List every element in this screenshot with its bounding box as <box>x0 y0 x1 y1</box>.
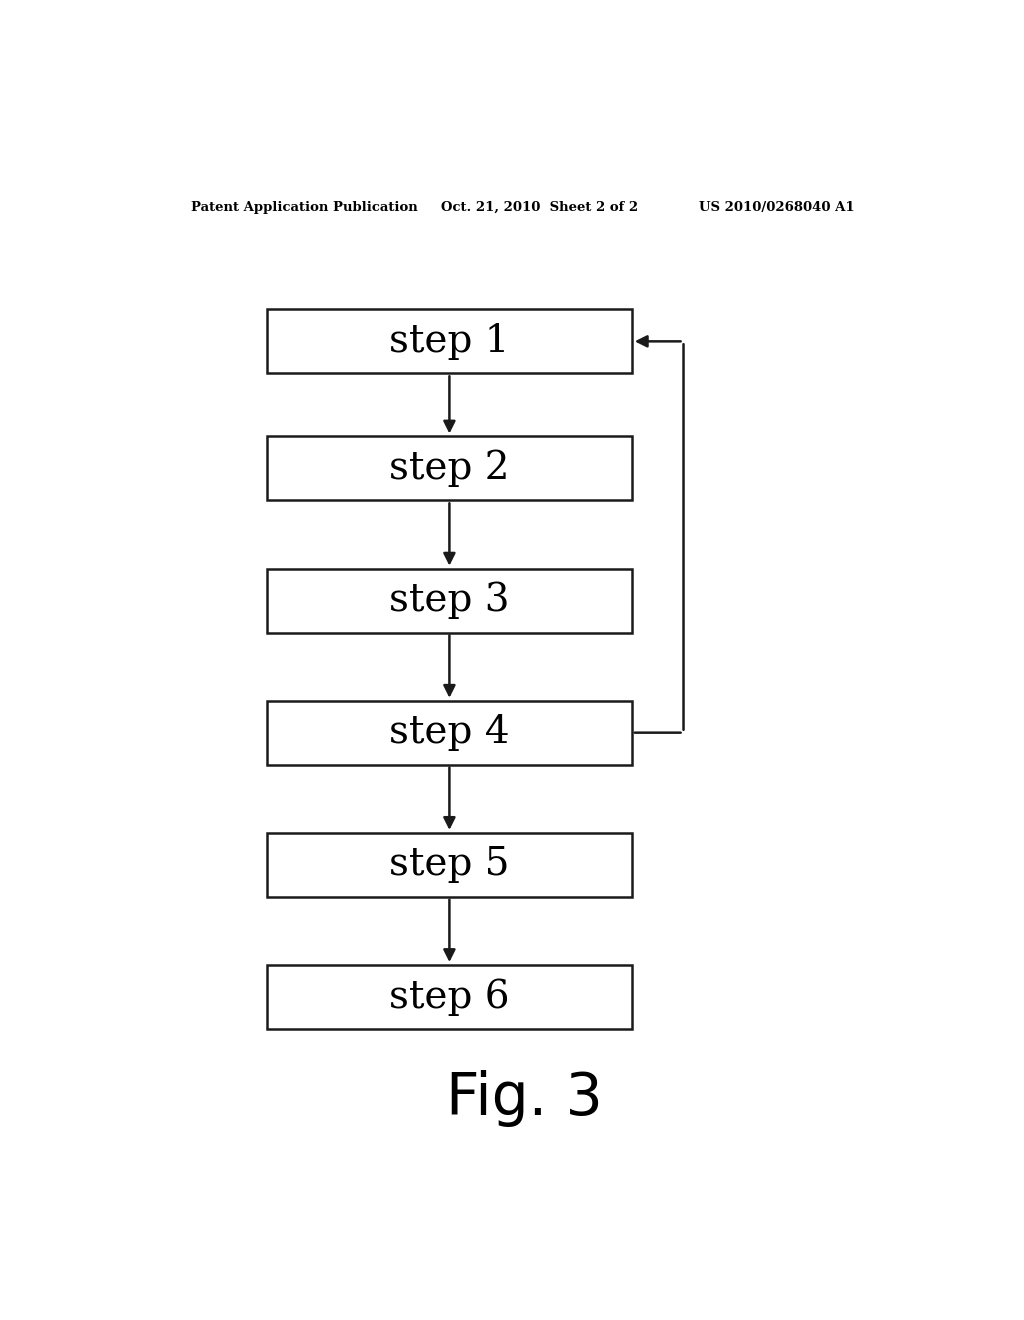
Text: step 1: step 1 <box>389 323 510 360</box>
Text: step 4: step 4 <box>389 714 510 751</box>
Bar <box>267 833 632 896</box>
Text: step 3: step 3 <box>389 582 510 619</box>
Text: Fig. 3: Fig. 3 <box>446 1071 603 1127</box>
Text: step 2: step 2 <box>389 450 510 487</box>
Text: Patent Application Publication: Patent Application Publication <box>191 201 418 214</box>
Bar <box>267 437 632 500</box>
Bar <box>267 701 632 764</box>
Bar <box>267 569 632 632</box>
Bar <box>267 965 632 1030</box>
Bar <box>267 309 632 374</box>
Text: Oct. 21, 2010  Sheet 2 of 2: Oct. 21, 2010 Sheet 2 of 2 <box>441 201 639 214</box>
Text: step 6: step 6 <box>389 978 510 1015</box>
Text: step 5: step 5 <box>389 846 510 883</box>
Text: US 2010/0268040 A1: US 2010/0268040 A1 <box>699 201 855 214</box>
